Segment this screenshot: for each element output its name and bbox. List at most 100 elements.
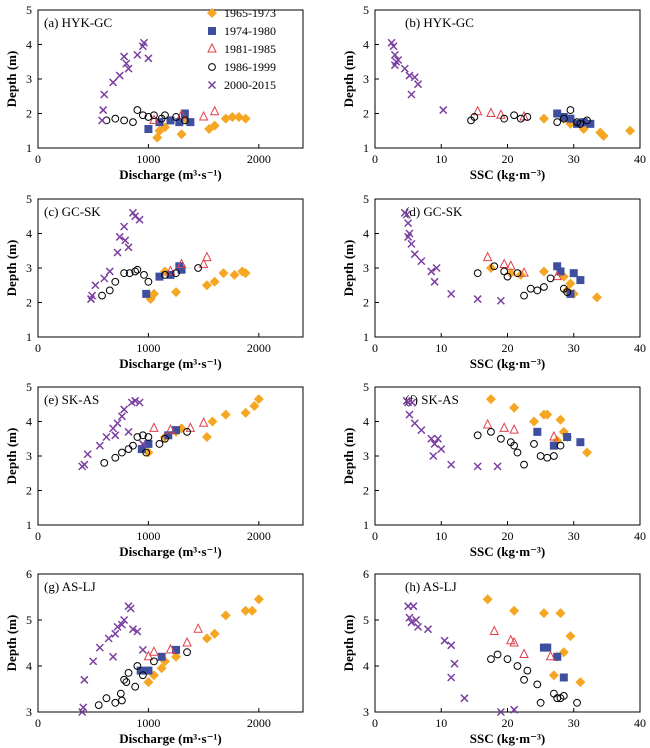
data-point [133, 50, 142, 59]
data-point [417, 426, 426, 435]
data-point [447, 641, 456, 650]
series-1981-1985 [165, 251, 212, 275]
data-point [172, 645, 181, 654]
data-point [625, 125, 636, 136]
series-1974-1980 [533, 427, 585, 450]
data-point [122, 59, 131, 68]
data-point [98, 116, 107, 125]
y-tick-label: 2 [26, 296, 32, 310]
data-point [536, 698, 545, 707]
data-point [227, 111, 238, 122]
data-point [496, 434, 505, 443]
data-point [138, 111, 147, 120]
data-point [180, 109, 189, 118]
data-point [220, 409, 231, 420]
series-2000-2015 [402, 396, 502, 471]
x-tick-label: 10 [435, 152, 447, 166]
data-point [144, 125, 153, 134]
data-point [111, 431, 120, 440]
data-point [220, 610, 231, 621]
data-point [400, 64, 409, 73]
data-point [161, 434, 169, 443]
x-tick-label: 40 [634, 529, 646, 543]
data-point [249, 400, 260, 411]
series-2000-2015 [86, 208, 144, 304]
data-point [565, 631, 576, 642]
data-point [166, 116, 175, 125]
x-tick-label: 0 [372, 529, 378, 543]
series-1974-1980 [137, 426, 181, 454]
x-axis-label: SSC (kg·m⁻³) [470, 731, 545, 746]
data-point [439, 106, 448, 115]
data-point [549, 441, 558, 450]
x-tick-label: 30 [568, 529, 580, 543]
panel-label: (b) HYK-GC [405, 15, 474, 30]
data-point [432, 263, 441, 273]
legend-marker [207, 80, 217, 90]
data-point [120, 116, 129, 125]
y-axis-label: Depth (m) [4, 240, 19, 297]
data-point [407, 90, 416, 99]
data-point [529, 416, 539, 427]
data-point [482, 594, 493, 605]
data-point [129, 441, 137, 450]
data-point [473, 295, 482, 304]
chart-panel: 0 10 20 30 40 3 4 5 6 SSC (kg·m⁻³) Depth (m) (h) AS… [341, 567, 646, 746]
y-tick-label: 4 [26, 227, 32, 241]
data-point [569, 269, 578, 278]
data-point [171, 651, 182, 662]
series-1965-1973 [143, 594, 264, 688]
data-point [135, 398, 144, 407]
data-point [545, 650, 556, 661]
data-point [120, 615, 129, 625]
x-axis-label: Discharge (m³·s⁻¹) [119, 356, 221, 371]
x-tick-label: 1000 [136, 716, 160, 730]
data-point [509, 424, 519, 434]
data-point [209, 120, 220, 131]
data-point [519, 648, 529, 658]
data-point [155, 440, 164, 448]
data-point [407, 239, 416, 248]
data-point [538, 266, 549, 277]
data-point [149, 114, 159, 124]
data-point [533, 427, 542, 436]
data-point [447, 460, 456, 469]
x-tick-label: 20 [502, 716, 514, 730]
data-point [133, 106, 142, 114]
data-point [549, 689, 558, 698]
data-point [591, 292, 602, 303]
panel-label: (e) SK-AS [44, 392, 99, 407]
data-point [553, 694, 562, 703]
data-point [558, 647, 569, 658]
y-tick-label: 6 [363, 567, 369, 581]
data-point [559, 114, 568, 123]
data-point [583, 116, 591, 125]
chart-panel: 0 1000 2000 1 2 3 4 5 Discharge (m³·s⁻¹) Depth (m… [4, 3, 304, 182]
legend-item: 1986-1999 [208, 60, 276, 74]
data-point [124, 669, 133, 677]
data-point [423, 625, 433, 634]
series-1986-1999 [102, 106, 189, 127]
x-axis-label: Discharge (m³·s⁻¹) [119, 544, 221, 559]
data-point [543, 643, 552, 652]
x-tick-label: 20 [502, 529, 514, 543]
data-point [563, 288, 572, 297]
y-tick-label: 3 [363, 72, 369, 86]
series-1965-1973 [482, 594, 586, 688]
data-point [201, 432, 212, 443]
data-point [111, 698, 120, 707]
data-point [520, 291, 528, 300]
data-point [198, 110, 209, 121]
data-point [144, 666, 153, 675]
data-point [407, 618, 416, 627]
series-1981-1985 [489, 625, 556, 661]
x-tick-label: 40 [634, 341, 646, 355]
data-point [165, 643, 176, 654]
data-point [520, 675, 528, 684]
data-point [473, 462, 482, 471]
data-point [523, 113, 532, 121]
data-point [576, 276, 585, 285]
y-axis-label: Depth (m) [4, 428, 19, 485]
data-point [447, 673, 456, 682]
data-point [506, 260, 516, 270]
